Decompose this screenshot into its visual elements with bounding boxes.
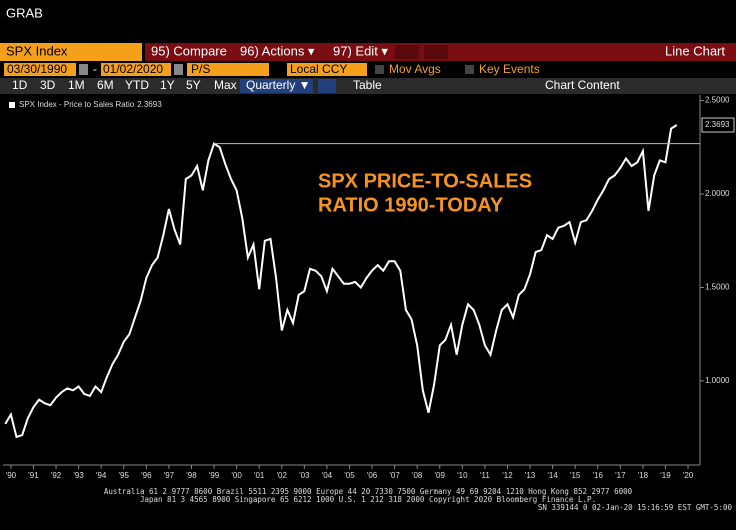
x-tick-label: '15 <box>570 471 581 480</box>
period[interactable]: Quarterly ▼ <box>246 78 311 92</box>
range-button[interactable]: 1M <box>68 78 85 92</box>
currency[interactable]: Local CCY <box>290 62 347 76</box>
annotation: RATIO 1990-TODAY <box>318 194 504 216</box>
end-date[interactable]: 01/02/2020 <box>103 62 163 76</box>
x-tick-label: '12 <box>502 471 513 480</box>
start-date[interactable]: 03/30/1990 <box>7 62 67 76</box>
range-button[interactable]: 1D <box>12 78 28 92</box>
range-button[interactable]: 5Y <box>186 78 201 92</box>
y-tick-label: 2.0000 <box>705 189 730 198</box>
x-tick-label: '02 <box>277 471 288 480</box>
x-tick-label: '16 <box>593 471 604 480</box>
ticker-box[interactable] <box>0 43 142 61</box>
field-box[interactable] <box>187 63 269 76</box>
x-tick-label: '96 <box>141 471 152 480</box>
x-tick-label: '98 <box>186 471 197 480</box>
range-button[interactable]: 1Y <box>160 78 175 92</box>
x-tick-label: '97 <box>164 471 175 480</box>
key-events[interactable]: Key Events <box>479 62 540 76</box>
x-tick-label: '00 <box>231 471 242 480</box>
line <box>4 124 678 439</box>
x-tick-label: '09 <box>435 471 446 480</box>
x-tick-label: '07 <box>389 471 400 480</box>
x-tick-label: '90 <box>6 471 17 480</box>
legend-swatch <box>9 102 15 108</box>
x-tick-label: '08 <box>412 471 423 480</box>
chart-content[interactable]: Chart Content <box>545 78 620 92</box>
range-button[interactable]: 6M <box>97 78 114 92</box>
x-tick-label: '14 <box>547 471 558 480</box>
footer: Australia 61 2 9777 8600 Brazil 5511 239… <box>104 487 633 496</box>
ticker[interactable]: SPX Index <box>6 43 68 58</box>
chart-icon[interactable] <box>318 79 336 93</box>
x-tick-label: '19 <box>660 471 671 480</box>
checkbox[interactable] <box>465 65 474 74</box>
toolbar <box>0 78 736 94</box>
footer: Japan 81 3 4565 8900 Singapore 65 6212 1… <box>140 495 596 504</box>
range-button[interactable]: Max <box>214 78 237 92</box>
y-tick-label: 1.5000 <box>705 283 730 292</box>
x-tick-label: '17 <box>615 471 626 480</box>
chart-kind: Line Chart <box>665 43 725 58</box>
calendar-icon[interactable] <box>79 64 88 75</box>
end-date-box[interactable] <box>101 63 171 76</box>
x-tick-label: '06 <box>367 471 378 480</box>
legend-name: SPX Index - Price to Sales Ratio <box>19 100 135 109</box>
x-tick-label: '92 <box>51 471 62 480</box>
period-box[interactable] <box>240 79 313 93</box>
dash: - <box>93 62 97 76</box>
x-tick-label: '10 <box>457 471 468 480</box>
thumb-down[interactable] <box>424 45 448 59</box>
x-tick-label: '03 <box>299 471 310 480</box>
currency-box[interactable] <box>287 63 367 76</box>
x-tick-label: '95 <box>119 471 130 480</box>
calendar-icon[interactable] <box>174 64 183 75</box>
footer: SN 339144 0 02-Jan-20 15:16:59 EST GMT-5… <box>538 503 733 512</box>
x-tick-label: '04 <box>322 471 333 480</box>
x-tick-label: '05 <box>344 471 355 480</box>
x-tick-label: '99 <box>209 471 220 480</box>
menu-actions[interactable]: 96) Actions ▾ <box>240 43 315 58</box>
x-tick-label: '18 <box>638 471 649 480</box>
x-tick-label: '20 <box>683 471 694 480</box>
x-tick-label: '01 <box>254 471 265 480</box>
legend-value: 2.3693 <box>137 100 162 109</box>
range-button[interactable]: YTD <box>125 78 149 92</box>
thumb-up[interactable] <box>395 45 419 59</box>
last-value-box <box>701 117 735 133</box>
x-tick-label: '13 <box>525 471 536 480</box>
range-button[interactable]: 3D <box>40 78 56 92</box>
checkbox[interactable] <box>375 65 384 74</box>
last-value: 2.3693 <box>705 120 730 129</box>
mov-avgs[interactable]: Mov Avgs <box>389 62 441 76</box>
menu-compare[interactable]: 95) Compare <box>151 43 227 58</box>
grab: GRAB <box>6 5 43 20</box>
y-tick-label: 2.5000 <box>705 96 730 105</box>
menu-edit[interactable]: 97) Edit ▾ <box>333 43 388 58</box>
x-tick-label: '93 <box>73 471 84 480</box>
x-tick-label: '94 <box>96 471 107 480</box>
table[interactable]: Table <box>353 78 382 92</box>
annotation: SPX PRICE-TO-SALES <box>318 170 532 192</box>
y-tick-label: 1.0000 <box>705 376 730 385</box>
start-date-box[interactable] <box>4 63 76 76</box>
x-tick-label: '91 <box>28 471 39 480</box>
x-tick-label: '11 <box>480 471 490 480</box>
field[interactable]: P/S <box>191 62 210 76</box>
